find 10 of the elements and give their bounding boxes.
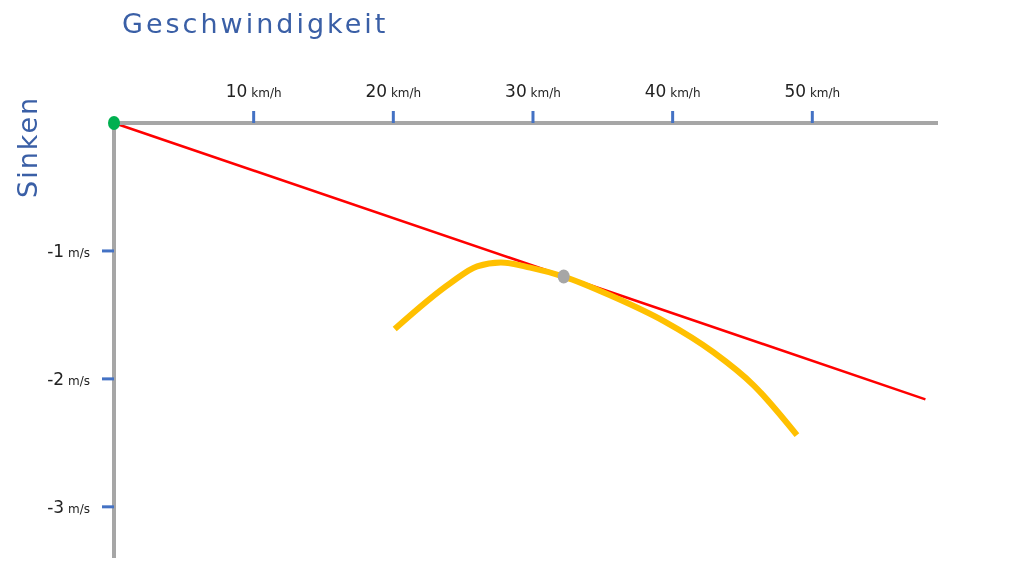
x-axis-title: Geschwindigkeit xyxy=(122,8,389,39)
y-tick-label: -2 m/s xyxy=(47,368,90,389)
x-tick-label: 30 km/h xyxy=(505,81,561,101)
x-tick-label: 20 km/h xyxy=(365,81,422,101)
y-axis-title: Sinken xyxy=(12,95,43,198)
x-tick-label: 10 km/h xyxy=(225,81,282,101)
x-tick-label: 50 km/h xyxy=(784,81,841,101)
y-tick-label: -1 m/s xyxy=(47,240,90,261)
x-tick-label: 40 km/h xyxy=(644,81,701,101)
y-tick-label: -3 m/s xyxy=(47,496,90,517)
